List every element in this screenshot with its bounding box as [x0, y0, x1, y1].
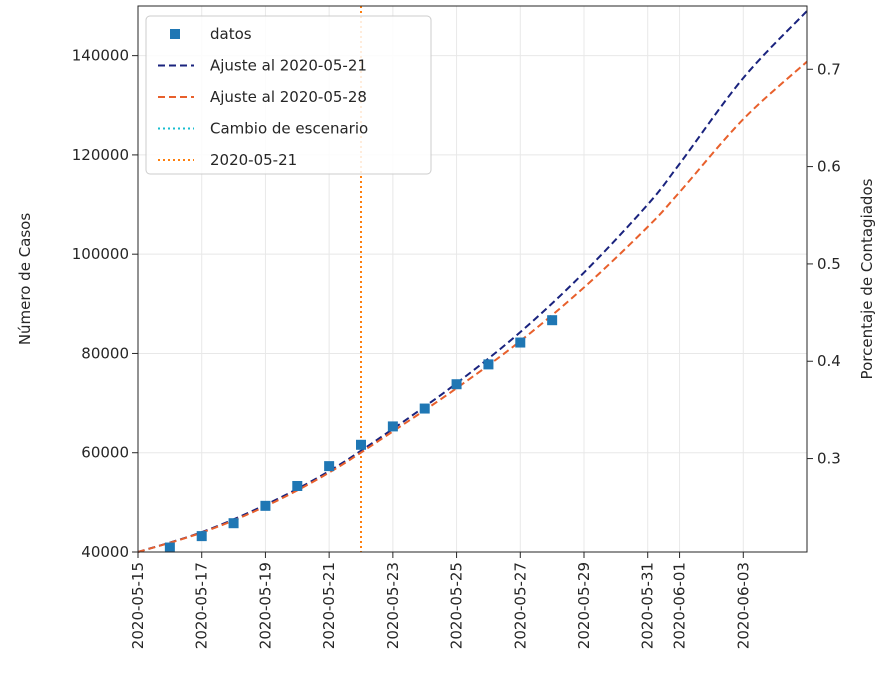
y-tick-label: 60000 [81, 444, 129, 462]
y-axis-right: 0.3 0.4 0.5 0.6 0.7 [807, 60, 841, 468]
x-tick-label: 2020-06-01 [671, 562, 689, 649]
data-marker [196, 531, 207, 542]
x-tick-label: 2020-05-15 [129, 562, 147, 649]
x-tick-label: 2020-05-21 [320, 562, 338, 649]
data-marker [419, 403, 430, 414]
x-tick-label: 2020-05-27 [511, 562, 529, 649]
data-marker [228, 518, 239, 529]
legend-box [145, 15, 432, 175]
x-tick-label: 2020-05-31 [639, 562, 657, 649]
x-tick-label: 2020-05-19 [256, 562, 274, 649]
data-marker [324, 461, 335, 472]
x-tick-label: 2020-05-25 [448, 562, 466, 649]
legend-label: Ajuste al 2020-05-21 [210, 57, 367, 75]
data-marker [356, 439, 366, 450]
data-marker [515, 337, 526, 348]
legend: datos Ajuste al 2020-05-21 Ajuste al 2020-… [145, 15, 432, 175]
y2-tick-label: 0.4 [817, 352, 841, 370]
y-tick-label: 100000 [72, 245, 129, 263]
x-tick-label: 2020-05-23 [384, 562, 402, 649]
data-marker [483, 359, 494, 370]
data-marker [292, 480, 303, 491]
data-marker [260, 500, 271, 511]
y2-tick-label: 0.5 [817, 255, 841, 273]
y2-tick-label: 0.7 [817, 60, 841, 78]
y-axis-left: 40000 60000 80000 100000 120000 140000 [72, 47, 138, 561]
y-tick-label: 40000 [81, 543, 129, 561]
x-tick-label: 2020-05-17 [193, 562, 211, 649]
y-tick-label: 140000 [72, 47, 129, 65]
legend-label: datos [210, 25, 252, 43]
y-axis-title: Número de Casos [16, 213, 34, 346]
data-marker [164, 542, 175, 553]
legend-label: Ajuste al 2020-05-28 [210, 88, 367, 106]
data-marker [547, 315, 558, 326]
legend-swatch [170, 29, 180, 39]
x-tick-label: 2020-05-29 [575, 562, 593, 649]
plot-frame [137, 5, 808, 553]
legend-label: Cambio de escenario [210, 120, 368, 138]
y2-tick-label: 0.6 [817, 158, 841, 176]
data-marker [387, 421, 398, 432]
y-tick-label: 80000 [81, 344, 129, 362]
y2-axis-title: Porcentaje de Contagiados [858, 178, 876, 379]
data-marker [451, 379, 462, 390]
y2-tick-label: 0.3 [817, 450, 841, 468]
y-tick-label: 120000 [72, 146, 129, 164]
x-axis: 2020-05-15 2020-05-17 2020-05-19 2020-05-21… [129, 552, 752, 649]
x-tick-label: 2020-06-03 [734, 562, 752, 649]
legend-label: 2020-05-21 [210, 151, 297, 169]
data-markers [164, 315, 558, 553]
